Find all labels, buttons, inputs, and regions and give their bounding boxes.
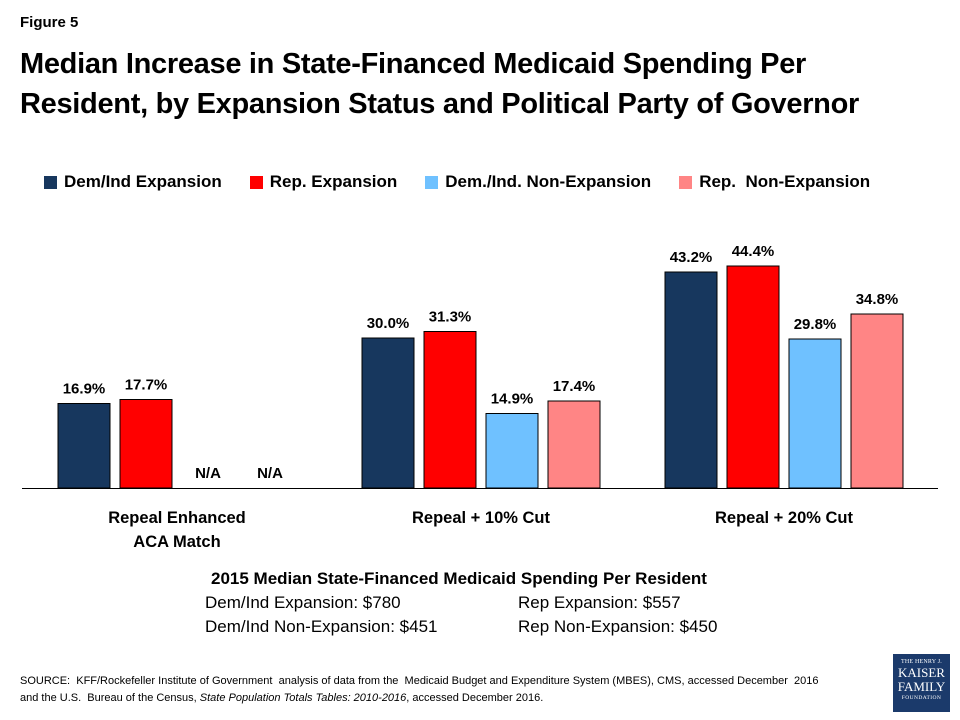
source-line-2-suffix: , accessed December 2016. <box>406 692 544 704</box>
data-label: 31.3% <box>429 309 472 326</box>
source-line-2-prefix: and the U.S. Bureau of the Census, <box>20 692 200 704</box>
legend-label-rep-non-expansion: Rep. Non-Expansion <box>699 172 871 191</box>
bar-dem-expansion <box>664 271 718 489</box>
source-line-2-italic: State Population Totals Tables: 2010-201… <box>199 692 407 704</box>
bar-rep-non-expansion <box>850 313 904 489</box>
legend-swatch-dem-non-expansion <box>425 175 439 189</box>
legend-label-dem-expansion: Dem/Ind Expansion <box>64 172 222 191</box>
logo-line-1: THE HENRY J. <box>900 659 942 665</box>
summary-box: 2015 Median State-Financed Medicaid Spen… <box>205 567 765 639</box>
data-label: 17.4% <box>553 378 596 395</box>
bar-rep-non-expansion <box>547 400 601 489</box>
figure-label: Figure 5 <box>20 14 79 31</box>
category-label: ACA Match <box>133 533 220 551</box>
chart-title: Median Increase in State-Financed Medica… <box>20 48 859 120</box>
legend-item-rep-non-expansion: Rep. Non-Expansion <box>679 172 870 192</box>
legend: Dem/Ind Expansion Rep. Expansion Dem./In… <box>44 171 870 193</box>
data-label: 44.4% <box>732 243 775 260</box>
bar-rep-expansion <box>119 399 173 489</box>
legend-item-dem-non-expansion: Dem./Ind. Non-Expansion <box>425 172 651 192</box>
data-label: 43.2% <box>670 249 713 266</box>
bar-dem-expansion <box>361 337 415 489</box>
data-label: 14.9% <box>491 391 534 408</box>
legend-item-rep-expansion: Rep. Expansion <box>249 172 398 192</box>
bar-dem-expansion <box>57 403 111 489</box>
logo-line-3: FAMILY <box>897 679 946 694</box>
summary-row: Dem/Ind Non-Expansion: $451 Rep Non-Expa… <box>205 615 765 639</box>
legend-swatch-dem-expansion <box>44 175 57 189</box>
summary-dem-non-expansion: Dem/Ind Non-Expansion: $451 <box>205 617 438 636</box>
data-label: 16.9% <box>63 381 106 398</box>
category-label: Repeal Enhanced <box>108 509 246 527</box>
na-label: N/A <box>195 465 221 482</box>
source-line-1: SOURCE: KFF/Rockefeller Institute of Gov… <box>20 675 819 687</box>
data-label: 29.8% <box>794 316 837 333</box>
summary-dem-expansion: Dem/Ind Expansion: $780 <box>205 593 401 612</box>
source-note: SOURCE: KFF/Rockefeller Institute of Gov… <box>20 673 870 707</box>
bar-chart: 16.9% 17.7% N/A N/A Repeal Enhanced ACA Match… <box>22 243 938 551</box>
data-label: 30.0% <box>367 315 410 332</box>
legend-swatch-rep-non-expansion <box>679 175 693 189</box>
summary-rep-non-expansion: Rep Non-Expansion: $450 <box>518 617 718 636</box>
bar-rep-expansion <box>423 331 477 489</box>
summary-rep-expansion: Rep Expansion: $557 <box>518 593 681 612</box>
logo-line-4: FOUNDATION <box>901 695 942 701</box>
source-line-2: and the U.S. Bureau of the Census, State… <box>20 690 870 707</box>
legend-swatch-rep-expansion <box>249 175 263 189</box>
bar-dem-non-expansion <box>788 338 842 489</box>
bar-dem-non-expansion <box>485 413 539 489</box>
legend-label-rep-expansion: Rep. Expansion <box>269 172 398 191</box>
na-label: N/A <box>257 465 283 482</box>
data-label: 34.8% <box>856 291 899 308</box>
data-label: 17.7% <box>125 377 168 394</box>
legend-label-dem-non-expansion: Dem./Ind. Non-Expansion <box>445 172 652 191</box>
category-label: Repeal + 10% Cut <box>412 509 551 527</box>
logo-line-2: KAISER <box>898 665 945 680</box>
bar-rep-expansion <box>726 265 780 489</box>
summary-title: 2015 Median State-Financed Medicaid Spen… <box>211 569 707 588</box>
summary-row: Dem/Ind Expansion: $780 Rep Expansion: $… <box>205 591 765 615</box>
legend-item-dem-expansion: Dem/Ind Expansion <box>44 172 222 192</box>
kff-logo: THE HENRY J. KAISER FAMILY FOUNDATION <box>893 654 950 712</box>
category-label: Repeal + 20% Cut <box>715 509 854 527</box>
